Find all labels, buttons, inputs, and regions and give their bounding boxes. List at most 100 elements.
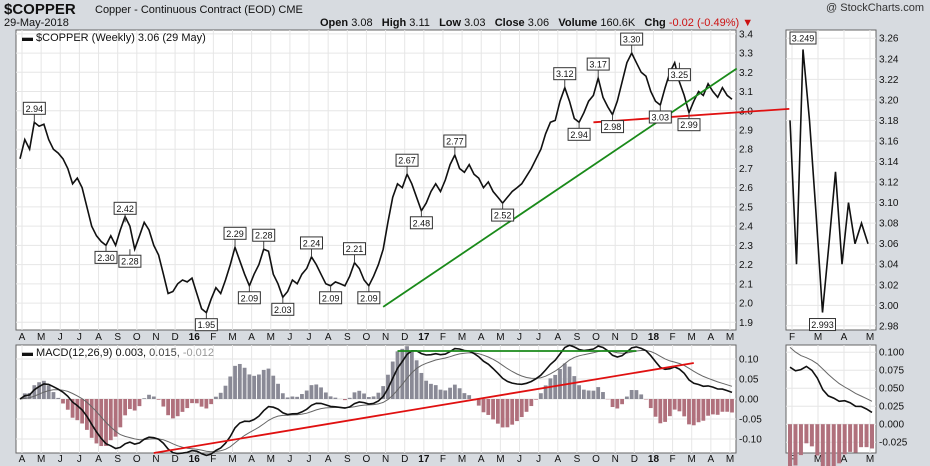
chart-header: $COPPER Copper - Continuous Contract (EO…: [0, 0, 930, 30]
macd-histogram-bar: [429, 383, 433, 399]
annotation-box: [237, 291, 261, 305]
macd-histogram-bar: [333, 397, 338, 399]
macd-histogram-bar: [132, 399, 137, 411]
price-x-tick-label: D: [171, 332, 178, 343]
price-x-tick-label: M: [267, 332, 275, 343]
macd-x-tick-label: A: [708, 454, 715, 465]
high-label: High: [381, 17, 407, 29]
macd-histogram-bar: [572, 376, 577, 399]
macd-histogram-bar: [424, 380, 429, 399]
macd-histogram-bar: [56, 397, 61, 399]
macd-zoom-x-tick-label: M: [814, 454, 822, 465]
price-x-tick-label: 17: [418, 332, 430, 343]
low-value: 3.03: [464, 17, 486, 29]
macd-zoom-y-tick-label: 0.025: [879, 402, 904, 413]
macd-histogram-bar: [534, 399, 538, 400]
macd-histogram-bar: [376, 392, 381, 399]
macd-histogram-bar: [510, 399, 515, 425]
price-x-tick-label: M: [726, 332, 734, 343]
macd-histogram-bar: [581, 389, 586, 399]
annotation-box: [620, 32, 644, 46]
macd-histogram-bar: [276, 383, 280, 399]
macd-y-tick-label: 0.05: [739, 375, 759, 386]
macd-zoom-x-tick-label: A: [841, 454, 848, 465]
macd-x-tick-label: S: [344, 454, 351, 465]
price-x-tick-label: N: [612, 332, 619, 343]
price-y-tick-label: 2.0: [739, 299, 753, 310]
zoom-y-tick-label: 3.14: [879, 157, 899, 168]
annotation-box: [194, 318, 218, 332]
macd-histogram-bar: [99, 399, 104, 447]
macd-zoom-histogram-bar: [815, 424, 820, 456]
annotation-box: [252, 228, 276, 242]
price-y-tick-label: 2.9: [739, 126, 753, 137]
price-y-tick-label: 2.1: [739, 279, 753, 290]
zoom-y-tick-label: 3.22: [879, 75, 899, 86]
macd-histogram-bar: [696, 399, 701, 423]
open-label: Open: [320, 17, 349, 29]
annotation-box: [553, 67, 577, 81]
macd-histogram-bar: [548, 378, 553, 399]
macd-histogram-bar: [457, 388, 462, 399]
macd-histogram-bar: [290, 396, 295, 399]
macd-x-tick-label: D: [401, 454, 408, 465]
price-x-tick-label: N: [152, 332, 159, 343]
annotation-box: [491, 208, 515, 222]
macd-y-tick-label: -0.10: [739, 435, 762, 446]
annotation-label: 1.95: [198, 320, 216, 330]
macd-y-tick-label: 0.10: [739, 355, 759, 366]
macd-zoom-y-tick-label: 0.100: [879, 348, 904, 359]
macd-histogram-bar: [648, 399, 653, 409]
chart-date: 29-May-2018: [4, 17, 69, 29]
macd-zoom-histogram-bar: [826, 424, 831, 466]
macd-zoom-y-tick-label: 0.050: [879, 384, 904, 395]
price-x-tick-label: M: [228, 332, 236, 343]
macd-x-tick-label: 16: [189, 454, 201, 465]
macd-histogram-bar: [706, 399, 711, 416]
macd-histogram-bar: [400, 348, 405, 399]
macd-x-tick-label: N: [612, 454, 619, 465]
macd-x-tick-label: F: [210, 454, 216, 465]
macd-histogram-bar: [151, 396, 156, 399]
zoom-panel: [785, 29, 877, 331]
macd-y-tick-label: -0.05: [739, 415, 762, 426]
annotation-label: 2.30: [97, 253, 115, 263]
price-y-tick-label: 2.4: [739, 222, 753, 233]
macd-x-tick-label: J: [536, 454, 541, 465]
macd-histogram-bar: [390, 361, 395, 399]
annotation-label: 2.94: [26, 104, 44, 114]
annotation-box: [319, 291, 343, 305]
macd-histogram-bar: [500, 399, 505, 428]
macd-histogram-bar: [586, 390, 591, 399]
macd-histogram-bar: [70, 399, 75, 418]
macd-histogram-bar: [629, 389, 634, 399]
macd-histogram-bar: [199, 399, 204, 407]
macd-x-tick-label: M: [496, 454, 504, 465]
price-y-tick-label: 3.2: [739, 68, 753, 79]
macd-histogram-bar: [505, 399, 510, 428]
annotation-label: 2.98: [604, 122, 622, 132]
annotation-label: 2.09: [322, 293, 340, 303]
price-x-tick-label: 16: [189, 332, 201, 343]
annotation-label: 2.09: [360, 293, 378, 303]
macd-histogram-bar: [314, 384, 319, 399]
macd-x-tick-label: O: [133, 454, 141, 465]
macd-histogram-bar: [194, 399, 199, 404]
macd-histogram-bar: [405, 346, 409, 399]
price-x-tick-label: J: [536, 332, 541, 343]
macd-x-tick-label: N: [382, 454, 389, 465]
macd-histogram-bar: [280, 393, 285, 399]
macd-histogram-bar: [319, 387, 323, 399]
macd-x-tick-label: A: [478, 454, 485, 465]
chg-label: Chg: [644, 17, 666, 29]
macd-histogram-bar: [266, 368, 271, 399]
macd-histogram-bar: [161, 399, 166, 407]
price-x-tick-label: D: [631, 332, 638, 343]
price-x-tick-label: O: [363, 332, 371, 343]
annotation-label: 2.28: [255, 231, 273, 241]
instrument-name-text: Copper - Continuous Contract (EOD): [95, 4, 276, 16]
price-x-tick-label: N: [382, 332, 389, 343]
macd-zoom-histogram-bar: [853, 424, 858, 453]
macd-histogram-bar: [538, 393, 543, 399]
price-y-tick-label: 2.6: [739, 183, 753, 194]
